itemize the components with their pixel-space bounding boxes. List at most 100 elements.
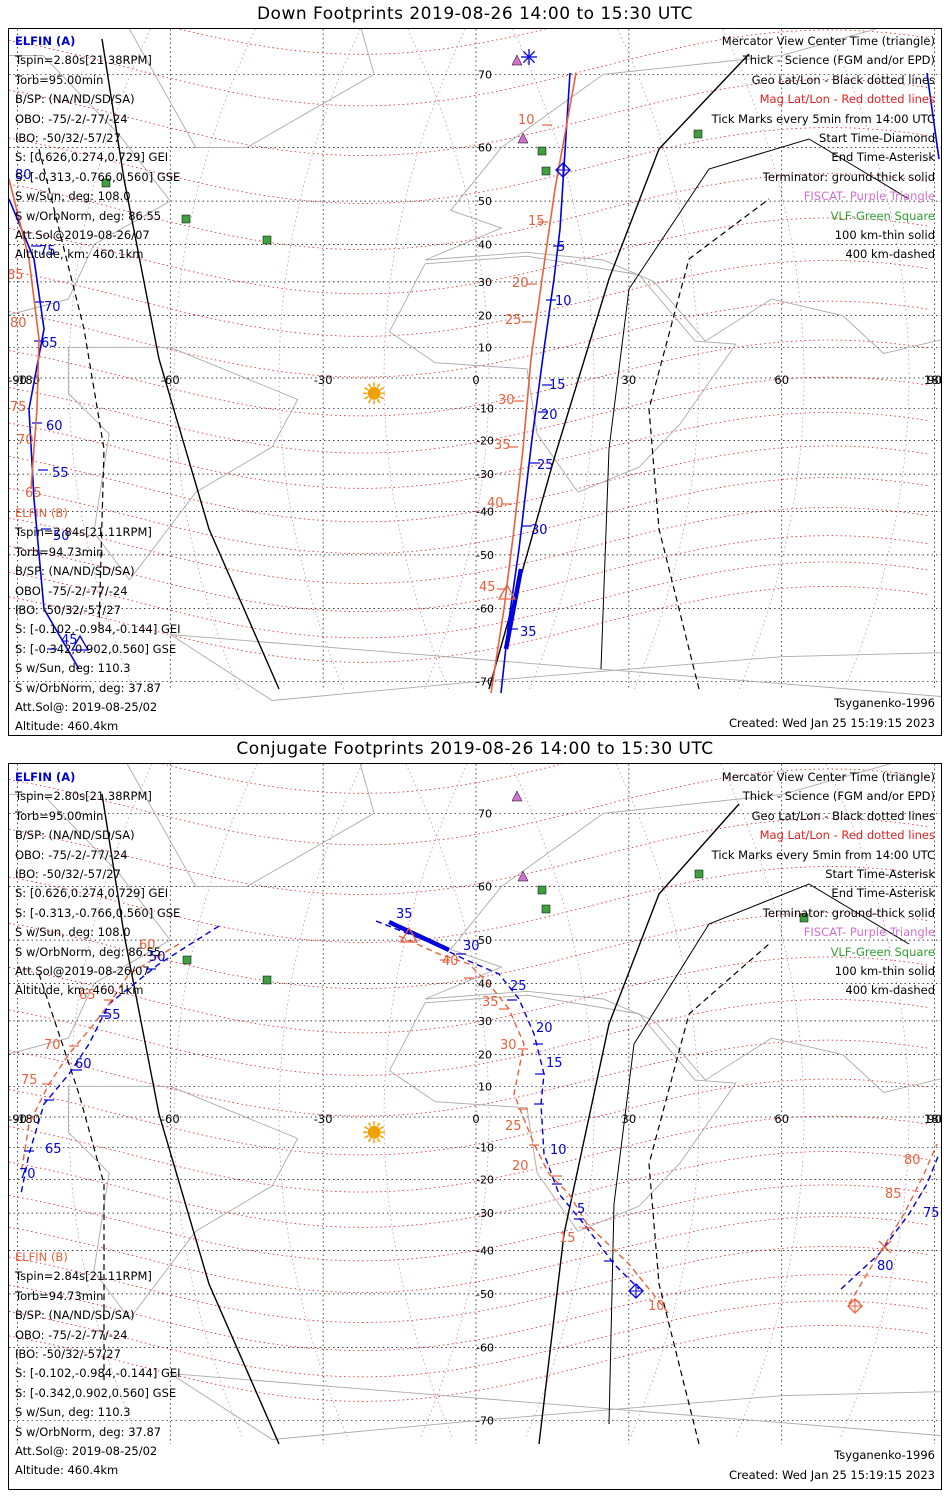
mlat-label: 85 [9,268,24,283]
time-label: 5 [577,1202,585,1217]
coastline [128,29,375,148]
end-marker [878,1240,892,1254]
latitude-tick-label: -20 [476,1173,494,1186]
mlat-label: 80 [10,316,27,331]
time-label: 55 [104,1008,121,1023]
legend-entry: Terminator: ground-thick solid [762,169,935,184]
fiscat-triangle [517,132,529,144]
info-line: Altitude: 460.4km [15,719,119,734]
mlat-label: 70 [44,1038,61,1053]
longitude-tick-label: 90 [927,373,942,387]
mag-latitude-line [9,998,930,1076]
legend-entry: Geo Lat/Lon - Black dotted lines [751,72,935,87]
time-label: 15 [549,378,566,393]
mag-latitude-line [9,1274,930,1351]
mag-latitude-line [9,217,930,295]
elfin-a-name: ELFIN (A) [15,34,76,48]
info-line: OBO: -75/-2/-77/-24 [15,111,128,126]
latitude-tick-label: 50 [478,195,492,208]
latitude-tick-label: -50 [476,1288,494,1301]
latitude-tick-label: 70 [478,807,492,820]
created-label: Created: Wed Jan 25 15:19:15 2023 [728,1468,935,1482]
legend-entry: Tick Marks every 5min from 14:00 UTC [711,111,935,126]
vlf-station-square [262,235,272,245]
mag-latitude-line [9,1150,930,1228]
time-label: 75 [39,244,56,259]
end-asterisk [522,50,536,64]
sun-ray [364,387,369,391]
legend-entry: 400 km-dashed [845,247,935,262]
info-line: Att.Sol@2019-08-26/07 [15,964,150,979]
sun-ray [367,383,372,388]
mlat-label: 35 [482,995,499,1010]
elfin-b-track [490,72,577,694]
sun-icon [367,386,381,400]
legend-entry: Start Time-Asterisk [825,867,935,882]
mag-latitude-line [9,259,930,337]
longitude-tick-label: -60 [161,1112,180,1126]
mag-latitude-line [9,1324,930,1402]
info-line: S: [-0.102,-0.984,-0.144] GEI [15,1366,181,1381]
elfin-b-track-west [20,943,180,1175]
longitude-tick-label: -90 [9,1112,27,1126]
mag-meridian-line [617,29,700,690]
legend-entry: Terminator: ground-thick solid [762,905,935,920]
mag-meridian-line [722,29,805,690]
mag-meridian-line [173,764,258,1440]
time-label: 5 [557,240,565,255]
latitude-tick-label: 40 [478,977,492,990]
info-line: Altitude, km: 460.1km [15,247,144,262]
info-line: B/SP: (NA/ND/SD/SA) [15,564,135,579]
mag-meridian-line [615,764,700,1440]
legend-entry: Thick - Science (FGM and/or EPD) [742,53,935,68]
info-line: IBO: -50/32/-57/27 [15,867,121,882]
mag-meridian-line [278,29,361,690]
elfin-a-track-east [926,72,940,160]
time-label: 65 [41,336,58,351]
mlat-label: 45 [479,580,496,595]
legend-entry: VLF-Green Square [830,944,935,959]
legend-entry: End Time-Asterisk [831,150,935,165]
coastline [67,1085,299,1320]
latitude-tick-label: -40 [476,506,494,519]
mlat-label: 65 [79,988,96,1003]
elfin-a-track [375,920,640,1290]
time-label: 70 [44,300,61,315]
latitude-tick-label: -40 [476,1245,494,1258]
vlf-station-square [181,214,191,224]
coastline [9,794,171,1055]
time-label: 75 [923,1206,940,1221]
longitude-tick-label: -90 [9,373,27,387]
mag-latitude-line [9,912,930,989]
info-line: IBO: -50/32/-57/27 [15,1347,121,1362]
vlf-station-square [101,178,111,188]
mag-latitude-line [9,1115,930,1193]
fiscat-triangle [511,54,523,66]
elfin-b-track [398,935,670,1315]
info-line: Tspin=2.84s[21.11RPM] [15,1269,152,1284]
mlat-label: 30 [500,1038,517,1053]
info-line: S w/Sun, deg: 108.0 [15,189,131,204]
latitude-tick-label: -60 [476,602,494,615]
mlat-label: 40 [487,496,504,511]
coastline [424,764,941,1093]
down-footprints-map: -180-150-120-90-60-300306090120150180706… [8,28,942,736]
longitude-tick-label: -30 [314,373,333,387]
info-line: OBO: -75/-2/-77/-24 [15,1327,128,1342]
mag-meridian-line [68,29,151,690]
coastline [170,634,941,701]
info-line: Altitude: 460.4km [15,1463,119,1478]
mag-latitude-line [9,29,930,107]
mag-latitude-line [9,411,930,489]
sun-ray [376,383,381,388]
legend-entry: Mag Lat/Lon - Red dotted lines [759,828,935,843]
latitude-tick-label: -70 [476,1415,494,1428]
mlat-label: 25 [505,313,522,328]
terminator-line [538,803,740,1445]
legend-entry: Geo Lat/Lon - Black dotted lines [751,808,935,823]
mag-latitude-line [9,535,930,612]
time-label: 35 [396,907,413,922]
info-line: S w/Sun, deg: 108.0 [15,925,131,940]
mlat-label: 20 [512,1159,529,1174]
elfin-b-lines: Tspin=2.84s[21.11RPM] Torb=94.73min B/SP: … [15,523,181,735]
